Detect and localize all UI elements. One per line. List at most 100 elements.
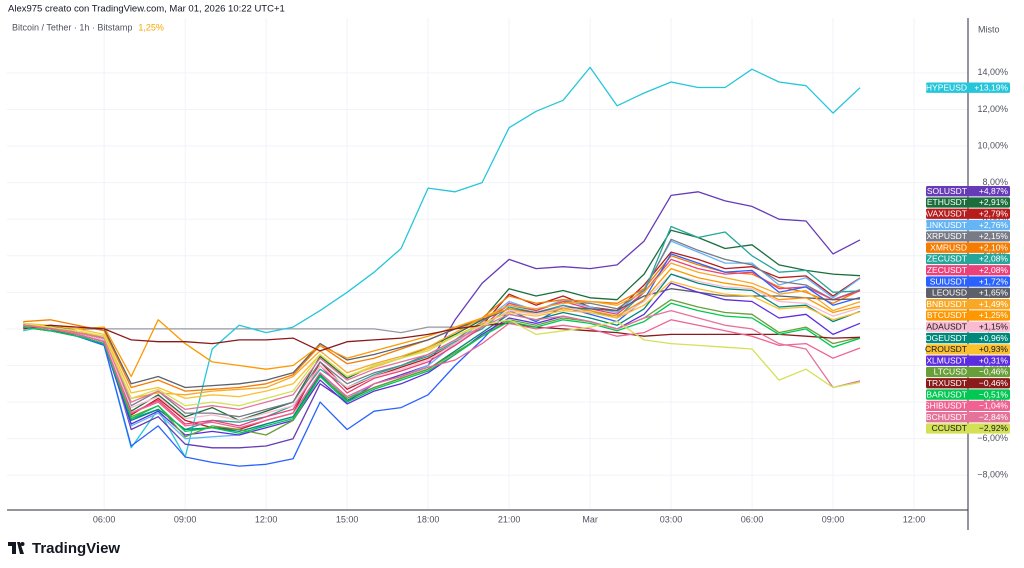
legend-badge [926, 378, 1010, 389]
value-label: +0,96% [979, 333, 1009, 343]
series-line [23, 319, 861, 407]
series-line [23, 319, 861, 429]
legend-badge [926, 299, 1010, 310]
badges: HYPEUSD +13,19% SOLUSDT +4,87% ETHUSDT +2,91%… [919, 82, 1010, 434]
series-line [23, 240, 861, 440]
legend-badge [926, 231, 1010, 242]
y-tick-label: 12,00% [977, 104, 1008, 114]
legend-badge [926, 219, 1010, 231]
value-label: +0,93% [979, 344, 1009, 354]
subtitle: Bitcoin / Tether · 1h · Bitstamp [12, 22, 132, 32]
legend-name: LEOUSD [932, 288, 967, 298]
legend-badge [926, 287, 1010, 299]
value-label: −1,04% [979, 401, 1009, 411]
legend-name: BNBUSDT [926, 299, 967, 309]
series-line [23, 280, 861, 400]
y-tick-label: 10,00% [977, 140, 1008, 150]
y-tick-label: 8,00% [982, 177, 1008, 187]
legend-badge [926, 208, 1010, 219]
x-tick-label: Mar [582, 514, 598, 524]
legend-name: TRXUSDT [927, 378, 967, 388]
y-tick-label: −8,00% [977, 470, 1008, 480]
legend-name: ZECUSDT [927, 265, 967, 275]
series-line [23, 229, 861, 422]
legend-name: SOLUSDT [927, 186, 967, 196]
legend-name: XLMUSDT [926, 355, 967, 365]
y-tick-label: −6,00% [977, 433, 1008, 443]
series-line [23, 258, 861, 427]
series-line [23, 288, 861, 389]
legend-name: LINKUSDT [925, 220, 967, 230]
x-tick-label: 21:00 [498, 514, 521, 524]
legend-badge [926, 412, 1010, 423]
series-line [23, 309, 861, 411]
main-change: 1,25% [138, 22, 164, 32]
logo-icon [8, 542, 24, 554]
value-label: −0,51% [979, 389, 1009, 399]
value-label: +1,65% [979, 288, 1009, 298]
legend-name: ADAUSDT [926, 322, 967, 332]
legend-name: HYPEUSD [926, 82, 967, 92]
legend-badge [926, 242, 1010, 253]
legend-name: ETHUSDT [927, 197, 967, 207]
series-line [23, 302, 861, 434]
x-tick-label: 12:00 [255, 514, 278, 524]
y-tick-label: 14,00% [977, 67, 1008, 77]
value-label: −0,46% [979, 367, 1009, 377]
legend-badge [926, 400, 1010, 412]
legend-badge [926, 276, 1010, 287]
x-tick-label: 09:00 [822, 514, 845, 524]
legend-badge [926, 366, 1010, 378]
logo-dot [20, 542, 25, 546]
legend-badge [926, 332, 1010, 344]
legend-name: LTCUSD [934, 367, 967, 377]
legend-badge [926, 253, 1010, 265]
series-line [23, 322, 861, 352]
value-label: +2,79% [979, 209, 1009, 219]
x-tick-label: 12:00 [903, 514, 926, 524]
legend-name: SHIBUSDT [924, 401, 967, 411]
series-line [23, 299, 861, 438]
legend-badge [926, 423, 1010, 434]
value-label: +2,10% [979, 242, 1009, 252]
legend-name: XRPUSDT [926, 231, 967, 241]
legend-name: CROUSDT [925, 344, 967, 354]
legend-badge [926, 389, 1010, 400]
grid [7, 18, 968, 510]
x-tick-label: 06:00 [93, 514, 116, 524]
legend-badge [926, 197, 1010, 208]
plot-lines [23, 66, 861, 467]
caption: Alex975 creato con TradingView.com, Mar … [8, 4, 285, 15]
value-label: +2,08% [979, 254, 1009, 264]
value-label: +2,08% [979, 265, 1009, 275]
x-tick-label: 18:00 [417, 514, 440, 524]
value-label: +2,15% [979, 231, 1009, 241]
value-label: +2,76% [979, 220, 1009, 230]
series-line [23, 273, 861, 433]
value-label: +1,49% [979, 299, 1009, 309]
legend-badge [926, 310, 1010, 321]
value-label: −2,92% [979, 423, 1009, 433]
legend-badge [926, 344, 1010, 355]
value-label: +1,25% [979, 310, 1009, 320]
value-label: +4,87% [979, 186, 1009, 196]
legend-name: DOGEUSDT [919, 333, 967, 343]
legend-badge [926, 355, 1010, 366]
legend-name: ZECUSDT [927, 254, 967, 264]
value-label: −0,46% [979, 378, 1009, 388]
value-label: +1,15% [979, 322, 1009, 332]
y-axis-mode: Misto [978, 24, 1000, 34]
legend-name: HBARUSDT [920, 389, 967, 399]
value-label: +13,19% [974, 82, 1008, 92]
legend-badge [926, 82, 1010, 93]
x-tick-label: 15:00 [336, 514, 359, 524]
value-label: +1,72% [979, 276, 1009, 286]
logo-text: TradingView [32, 540, 120, 557]
legend-name: CCUSDT [932, 423, 967, 433]
series-line [23, 273, 861, 422]
legend-name: XMRUSD [930, 242, 967, 252]
